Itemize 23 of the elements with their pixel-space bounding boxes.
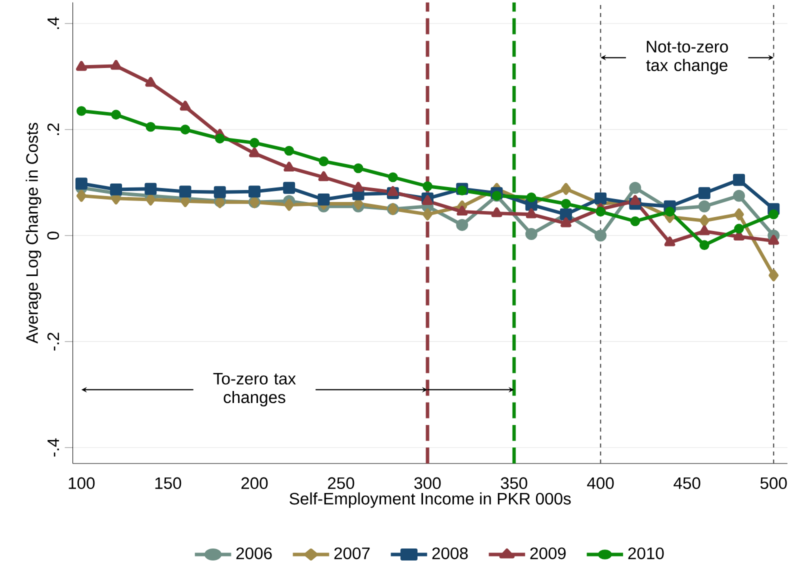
x-tick-label: 200 <box>241 477 268 490</box>
legend-label: 2006 <box>236 548 272 560</box>
y-tick-label: -.4 <box>48 438 59 457</box>
legend-label: 2007 <box>334 548 370 560</box>
x-tick-label: 150 <box>155 477 182 490</box>
x-tick-label: 250 <box>328 477 354 490</box>
x-tick-label: 450 <box>674 477 700 490</box>
y-tick-label: .4 <box>48 17 59 29</box>
x-tick-label: 350 <box>500 477 528 490</box>
y-axis-title: Average Log Change in Costs <box>26 122 42 344</box>
x-axis-title: Self-Employment Income in PKR 000s <box>290 492 571 508</box>
y-tick-label: 0 <box>47 232 59 240</box>
x-tick-label: 300 <box>414 477 441 490</box>
x-tick-label: 400 <box>587 477 614 490</box>
legend-label: 2008 <box>432 548 468 560</box>
y-tick-label: -.2 <box>47 332 59 351</box>
legend-label: 2009 <box>530 548 566 560</box>
annotation: To-zero tax changes <box>213 373 296 406</box>
annotation: Not-to-zero tax change <box>646 40 728 74</box>
legend-label: 2010 <box>628 548 664 560</box>
x-tick-label: 500 <box>760 477 787 490</box>
y-tick-label: .2 <box>47 124 59 136</box>
x-tick-label: 100 <box>68 477 95 490</box>
